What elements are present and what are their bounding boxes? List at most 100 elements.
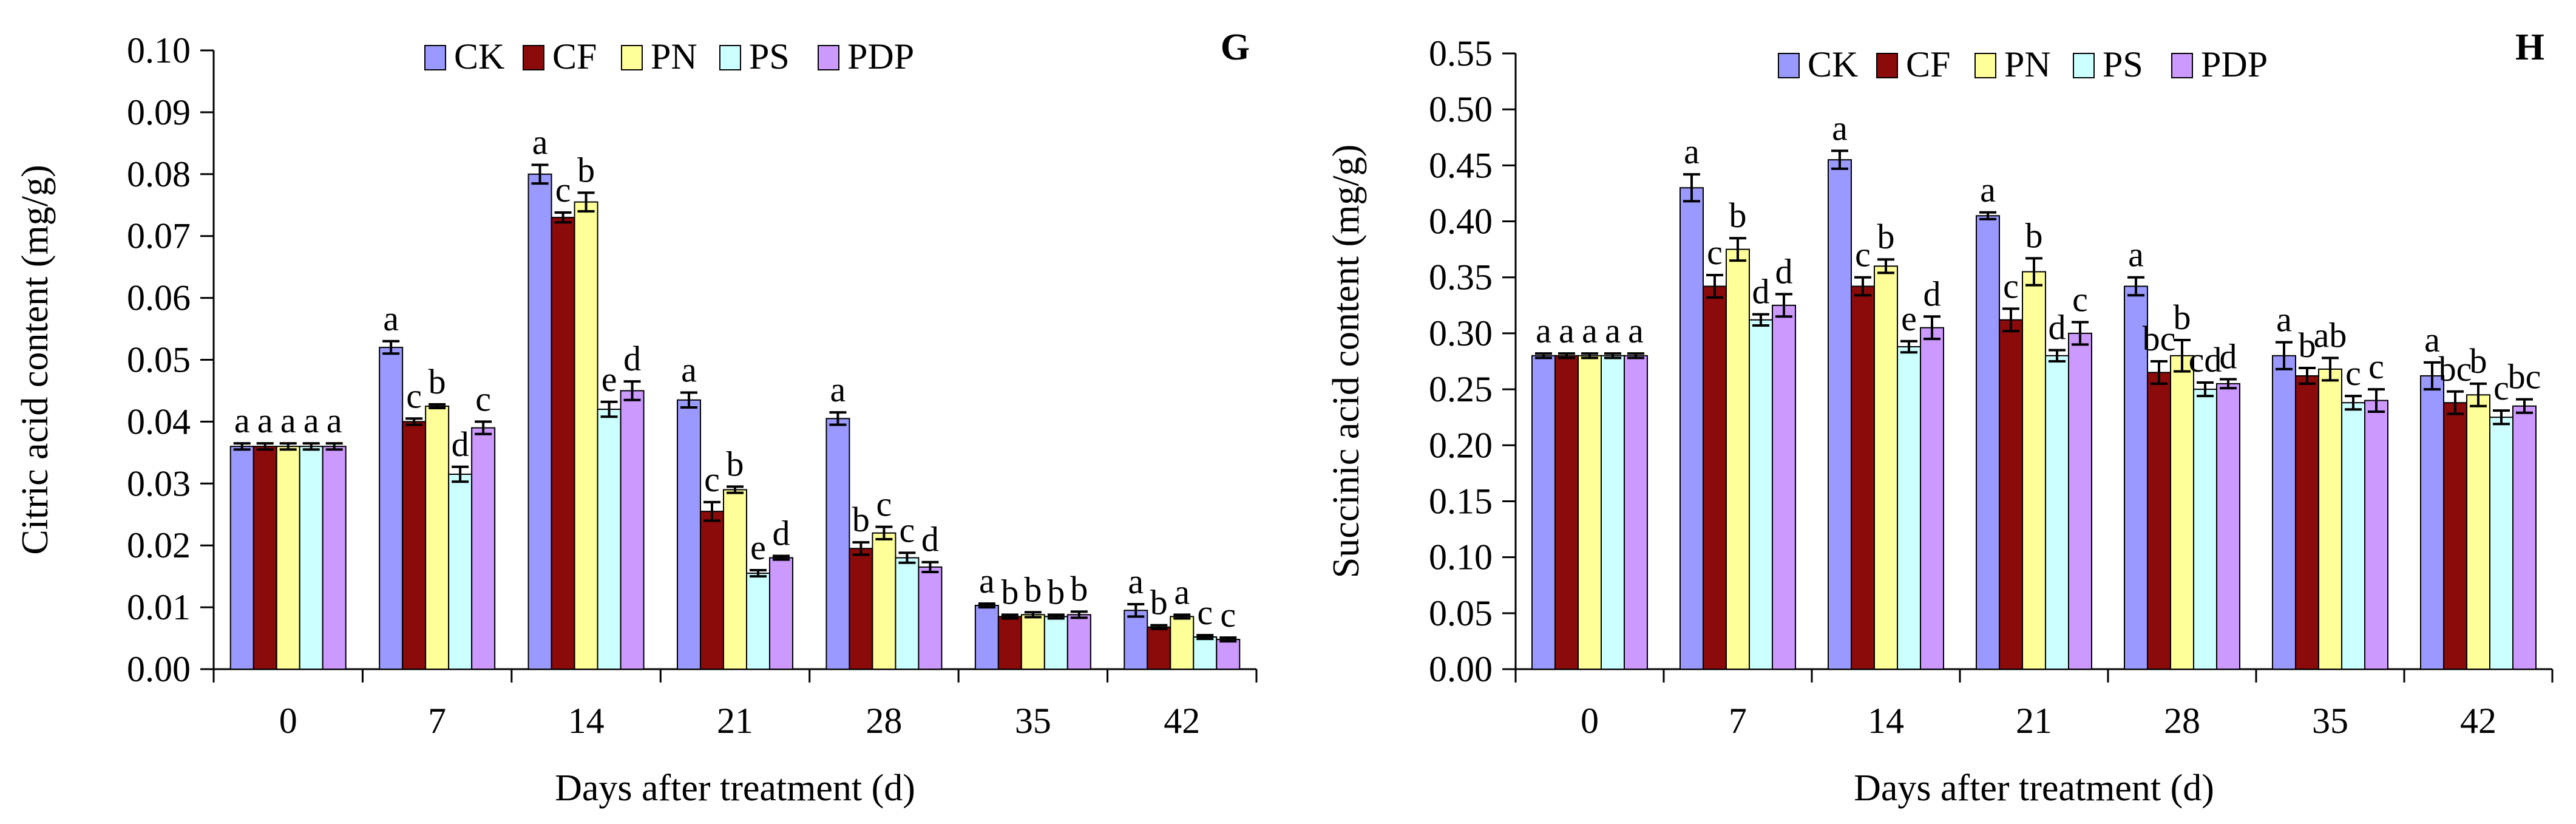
y-tick-label: 0.05	[1429, 593, 1493, 633]
bar-pn	[2466, 394, 2490, 670]
error-bar	[1581, 352, 1598, 359]
bar-pdp	[1624, 355, 1648, 670]
y-tick-label: 0.10	[127, 30, 191, 70]
legend-label-pdp: PDP	[2201, 44, 2268, 84]
significance-label: c	[900, 510, 915, 550]
y-tick-label: 0.20	[1429, 425, 1493, 465]
bar-pn	[1170, 616, 1195, 670]
bar-cf	[1554, 355, 1579, 670]
error-bar	[1706, 274, 1723, 299]
error-bar	[875, 525, 893, 541]
error-bar	[2493, 409, 2510, 426]
bar-ck	[677, 399, 701, 670]
error-bar	[1196, 633, 1214, 641]
error-bar	[405, 417, 423, 426]
error-bar	[429, 403, 446, 409]
significance-label: a	[303, 401, 319, 440]
error-bar	[1001, 613, 1019, 620]
significance-label: e	[750, 528, 766, 567]
legend-label-ps: PS	[2103, 44, 2143, 84]
panel-letter: H	[2515, 27, 2544, 68]
error-bar	[2002, 307, 2019, 333]
bar-pdp	[769, 557, 793, 670]
bar-pdp	[1772, 304, 1796, 670]
error-bar	[2151, 360, 2168, 385]
panel-letter: G	[1221, 27, 1250, 68]
legend-swatch-cf	[523, 45, 544, 70]
legend-swatch-ck	[424, 45, 446, 70]
significance-label: d	[2220, 336, 2237, 376]
error-bar	[921, 560, 939, 574]
bar-pdp	[2216, 383, 2240, 670]
bar-pdp	[1066, 614, 1091, 670]
significance-label: c	[2345, 353, 2361, 393]
significance-label: a	[1684, 132, 1700, 171]
significance-label: b	[2299, 325, 2316, 365]
bar-pdp	[1216, 639, 1241, 670]
significance-label: b	[2025, 216, 2043, 255]
significance-label: b	[852, 500, 870, 539]
error-bar	[1979, 211, 1996, 220]
y-tick-label: 0.07	[127, 216, 191, 256]
significance-label: b	[429, 362, 446, 401]
bar-pn	[872, 532, 897, 670]
x-tick-label: 42	[1164, 701, 1200, 741]
bar-ck	[1828, 159, 1852, 670]
y-axis-title: Citric acid content (mg/g)	[15, 165, 56, 554]
bar-ps	[746, 573, 770, 670]
y-tick-label: 0.03	[127, 463, 191, 503]
significance-label: a	[1174, 572, 1190, 611]
y-tick-label: 0.00	[1429, 649, 1493, 689]
error-bar	[256, 442, 274, 451]
significance-label: cd	[2189, 340, 2222, 380]
bar-ps	[2193, 389, 2217, 670]
significance-label: c	[1707, 233, 1723, 272]
bar-pdp	[322, 446, 347, 670]
error-bar	[1683, 173, 1700, 203]
error-bar	[2174, 338, 2191, 373]
error-bar	[1070, 610, 1088, 619]
legend-label-pn: PN	[2004, 44, 2051, 84]
bar-ps	[1043, 616, 1068, 670]
significance-label: d	[623, 339, 641, 378]
bar-ck	[1124, 610, 1148, 670]
x-tick-label: 14	[1868, 701, 1904, 741]
error-bar	[1150, 624, 1168, 630]
error-bar	[2220, 378, 2237, 390]
error-bar	[623, 380, 641, 401]
error-bar	[750, 568, 767, 578]
bar-pdp	[918, 566, 943, 670]
error-bar	[773, 554, 790, 561]
legend: CK CF PN PS PDP	[1778, 44, 2268, 84]
error-bar	[279, 442, 297, 451]
significance-label: a	[234, 401, 250, 440]
x-tick-label: 7	[428, 701, 446, 741]
bar-ps	[2489, 417, 2513, 670]
bar-ps	[597, 409, 622, 670]
significance-label: bc	[2439, 349, 2472, 389]
y-tick-label: 0.10	[1429, 537, 1493, 577]
significance-label: a	[1605, 311, 1621, 350]
y-tick-label: 0.02	[127, 525, 191, 565]
significance-label: a	[1832, 108, 1848, 148]
y-tick-label: 0.04	[127, 401, 191, 441]
bar-cf	[2295, 375, 2319, 670]
bar-pn	[425, 405, 450, 670]
bar-pdp	[1920, 327, 1944, 670]
y-tick-label: 0.50	[1429, 89, 1493, 129]
y-tick-label: 0.05	[127, 340, 191, 380]
bar-pn	[276, 446, 300, 670]
y-axis-title: Succinic acid content (mg/g)	[1326, 145, 1367, 578]
x-tick-label: 7	[1729, 701, 1747, 741]
legend-label-ck: CK	[454, 36, 504, 77]
bar-ck	[825, 418, 850, 670]
error-bar	[898, 551, 916, 564]
error-bar	[475, 420, 492, 435]
bar-ps	[2341, 402, 2365, 670]
bar-ck	[2124, 285, 2148, 670]
bar-pdp	[2512, 405, 2537, 670]
bar-ps	[1897, 346, 1921, 670]
y-tick-label: 0.45	[1429, 145, 1493, 185]
significance-label: b	[727, 444, 744, 483]
